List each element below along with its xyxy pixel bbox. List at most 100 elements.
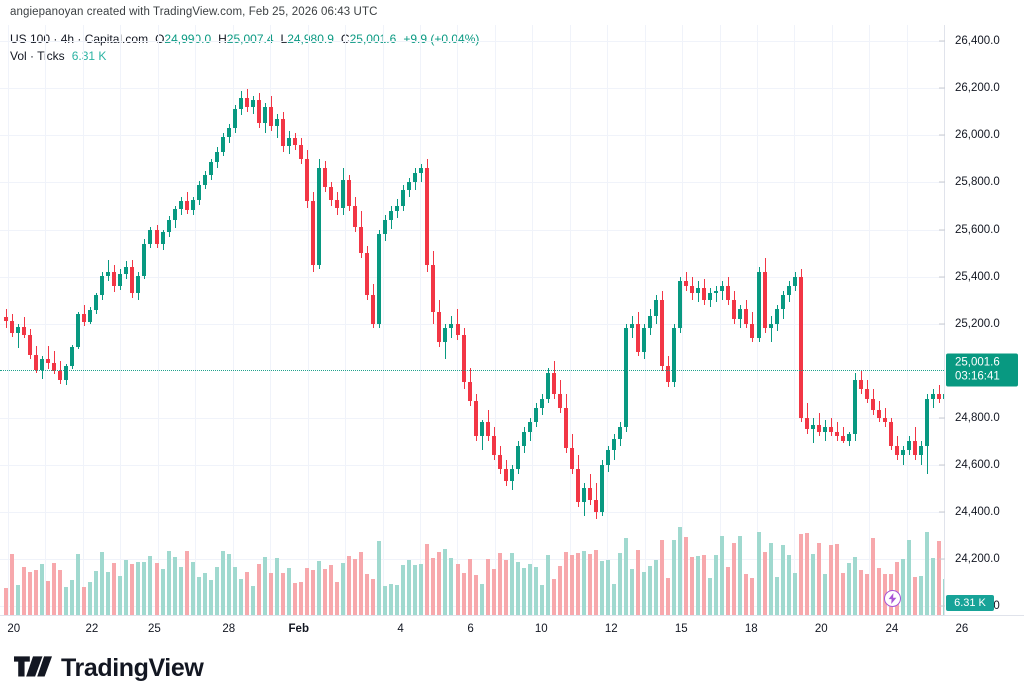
candle-body bbox=[479, 422, 484, 437]
candle-body bbox=[509, 469, 514, 481]
volume-bar bbox=[666, 577, 671, 615]
volume-bar bbox=[563, 552, 568, 615]
volume-bar bbox=[690, 557, 695, 615]
symbol-label[interactable]: US 100 · 4h · Capital.com bbox=[10, 32, 149, 46]
volume-bar bbox=[684, 537, 689, 615]
volume-bar bbox=[473, 575, 478, 615]
volume-bar bbox=[286, 568, 291, 615]
candle-body bbox=[262, 107, 267, 124]
volume-bar bbox=[401, 564, 406, 615]
volume-bar bbox=[768, 543, 773, 615]
candle-body bbox=[298, 144, 303, 159]
candle-body bbox=[618, 426, 623, 439]
time-axis-tick: 26 bbox=[955, 623, 969, 635]
volume-bar bbox=[292, 583, 297, 615]
candle-body bbox=[798, 276, 803, 418]
volume-bar bbox=[88, 581, 93, 615]
volume-bar bbox=[846, 562, 851, 615]
change-value: +9.9 (+0.04%) bbox=[403, 32, 480, 46]
watermark-text: angiepanoyan created with TradingView.co… bbox=[10, 6, 378, 18]
volume-bar bbox=[353, 559, 358, 615]
volume-bar bbox=[274, 557, 279, 615]
candle-body bbox=[527, 422, 532, 432]
candle-body bbox=[106, 272, 111, 276]
chart-legend: US 100 · 4h · Capital.com O24,990.0 H25,00… bbox=[10, 31, 479, 65]
volume-bar bbox=[40, 564, 45, 615]
volume-bar bbox=[937, 540, 942, 615]
candle-wick bbox=[722, 281, 723, 300]
candle-body bbox=[425, 168, 430, 265]
price-axis-tickmark bbox=[939, 605, 945, 607]
candle-wick bbox=[885, 408, 886, 427]
gridline-horizontal bbox=[0, 324, 944, 325]
low-label: L bbox=[280, 32, 288, 46]
chart-pane[interactable] bbox=[0, 25, 944, 615]
candle-body bbox=[834, 431, 839, 437]
candle-body bbox=[419, 168, 424, 174]
price-axis[interactable]: 26,400.0 26,200.0 26,000.0 25,800.0 25,600.0… bbox=[939, 25, 1024, 615]
volume-bar bbox=[792, 572, 797, 615]
gridline-vertical bbox=[495, 25, 496, 615]
high-value: 25,007.4 bbox=[226, 32, 274, 46]
volume-bar bbox=[4, 588, 8, 615]
candle-body bbox=[154, 230, 159, 245]
candle-body bbox=[268, 107, 273, 127]
volume-bar bbox=[244, 572, 249, 615]
candle-body bbox=[485, 422, 490, 437]
volume-bar bbox=[822, 574, 827, 615]
price-axis-tick: 26,000.0 bbox=[955, 129, 1000, 142]
candle-body bbox=[214, 151, 219, 162]
price-axis-tickmark bbox=[939, 229, 945, 230]
volume-bar bbox=[383, 585, 388, 615]
candle-wick bbox=[903, 445, 904, 465]
candle-body bbox=[76, 314, 81, 348]
candle-body bbox=[672, 328, 677, 383]
time-axis-tick: 15 bbox=[674, 623, 688, 635]
volume-bar bbox=[720, 535, 725, 615]
volume-bar bbox=[172, 556, 177, 615]
volume-bar bbox=[461, 573, 466, 615]
candle-body bbox=[702, 288, 707, 301]
volume-bar bbox=[943, 579, 944, 615]
candle-body bbox=[256, 100, 261, 124]
candle-body bbox=[437, 311, 442, 343]
gridline-horizontal bbox=[0, 230, 944, 231]
volume-bar bbox=[503, 560, 508, 615]
volume-bar bbox=[491, 569, 496, 615]
volume-bar bbox=[160, 569, 165, 615]
volume-bar bbox=[395, 585, 400, 615]
volume-bar bbox=[256, 564, 261, 615]
gridline-vertical bbox=[832, 25, 833, 615]
candle-body bbox=[720, 285, 725, 291]
candle-body bbox=[130, 266, 135, 293]
price-axis-tick: 26,400.0 bbox=[955, 35, 1000, 48]
volume-label[interactable]: Vol · Ticks bbox=[10, 49, 65, 63]
volume-bar bbox=[630, 569, 635, 615]
gridline-vertical bbox=[907, 25, 908, 615]
candle-body bbox=[557, 394, 562, 409]
volume-bar bbox=[76, 553, 81, 615]
volume-bar bbox=[413, 565, 418, 615]
time-axis-tick: 4 bbox=[397, 623, 404, 635]
volume-badge[interactable]: 6.31 K bbox=[946, 595, 994, 611]
candle-body bbox=[593, 499, 598, 512]
volume-bar bbox=[870, 537, 875, 615]
candle-body bbox=[401, 189, 406, 206]
bolt-icon[interactable] bbox=[884, 590, 901, 607]
volume-bar bbox=[780, 545, 785, 615]
volume-bar bbox=[527, 563, 532, 615]
candle-body bbox=[828, 426, 833, 432]
candle-body bbox=[858, 379, 863, 390]
candle-body bbox=[900, 450, 905, 456]
candle-body bbox=[353, 205, 358, 228]
high-label: H bbox=[218, 32, 227, 46]
candle-body bbox=[82, 314, 87, 322]
time-axis[interactable]: 20 22 25 28 Feb 4 6 10 12 15 18 20 24 26 bbox=[0, 615, 1024, 644]
candle-body bbox=[907, 441, 911, 451]
candle-body bbox=[750, 323, 755, 338]
gridline-vertical bbox=[308, 25, 309, 615]
candle-body bbox=[539, 398, 544, 409]
time-axis-tick: 6 bbox=[467, 623, 474, 635]
current-price-badge[interactable]: 25,001.6 03:16:41 bbox=[946, 353, 1018, 387]
price-axis-tickmark bbox=[939, 276, 945, 277]
